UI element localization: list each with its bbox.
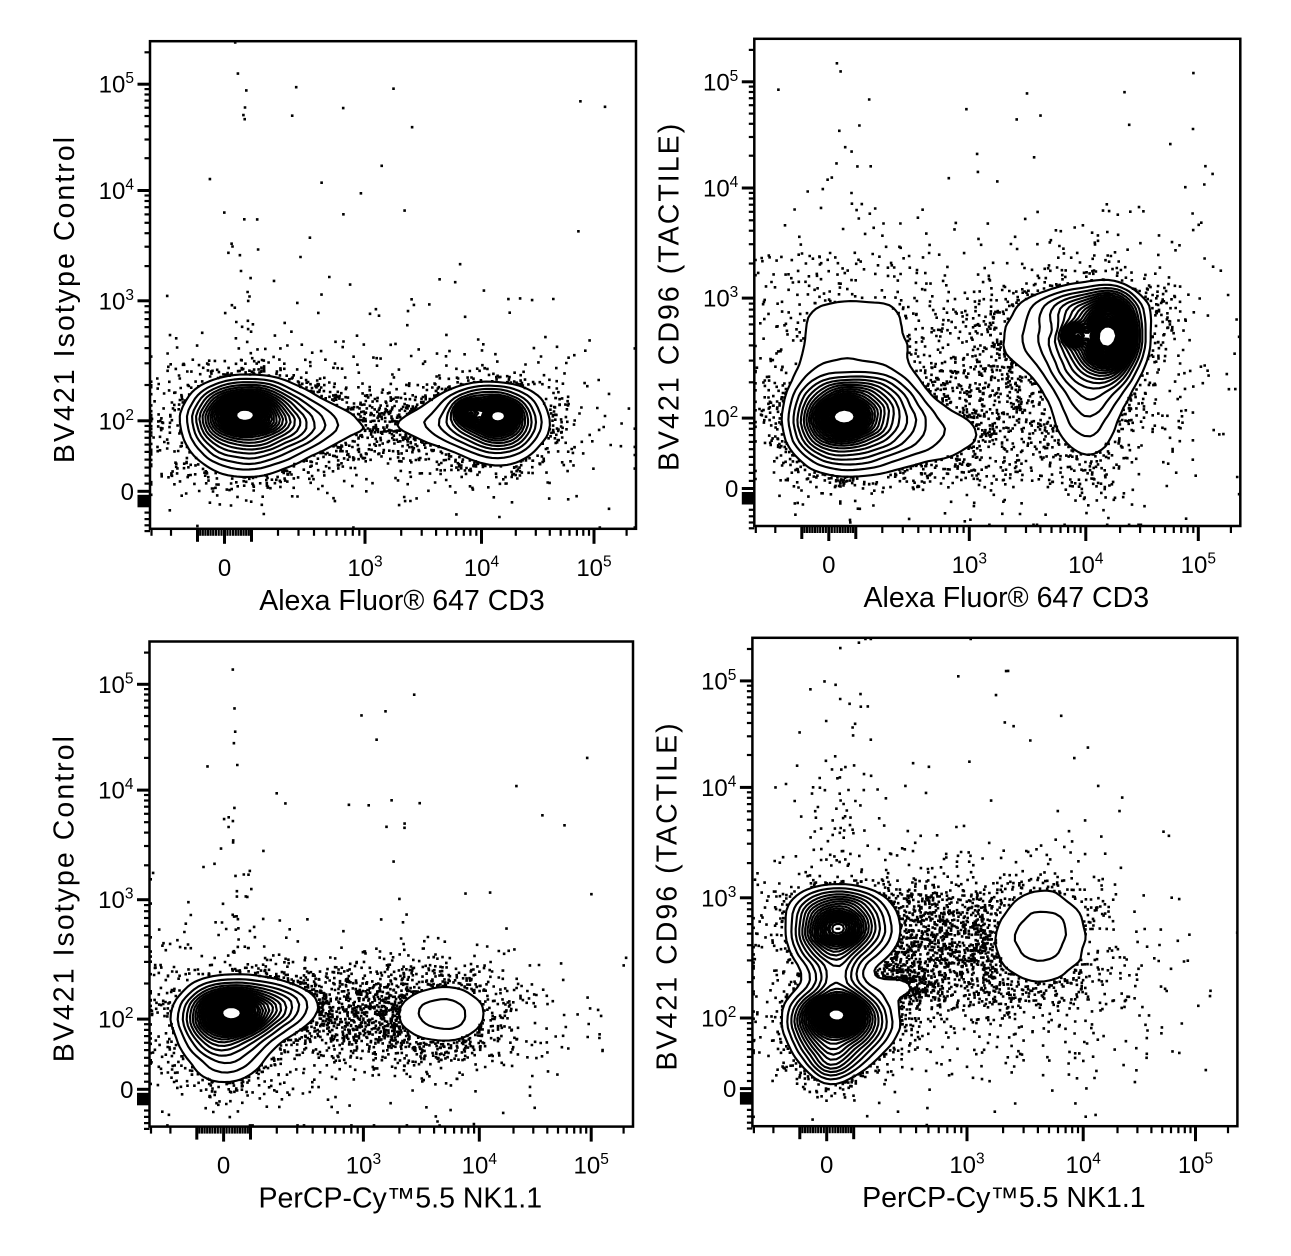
svg-text:0: 0 bbox=[725, 476, 738, 503]
svg-text:0: 0 bbox=[218, 555, 231, 582]
svg-text:0: 0 bbox=[723, 1076, 736, 1103]
svg-text:0: 0 bbox=[120, 1077, 133, 1104]
svg-text:103: 103 bbox=[99, 287, 134, 316]
svg-text:BV421 Isotype Control: BV421 Isotype Control bbox=[49, 734, 81, 1062]
svg-text:0: 0 bbox=[121, 479, 134, 506]
svg-text:Alexa Fluor® 647 CD3: Alexa Fluor® 647 CD3 bbox=[864, 582, 1150, 614]
svg-text:PerCP-Cy™5.5 NK1.1: PerCP-Cy™5.5 NK1.1 bbox=[862, 1182, 1146, 1214]
svg-text:0: 0 bbox=[217, 1153, 230, 1180]
svg-text:BV421 CD96 (TACTILE): BV421 CD96 (TACTILE) bbox=[653, 122, 685, 471]
svg-text:0: 0 bbox=[820, 1152, 833, 1179]
svg-text:PerCP-Cy™5.5 NK1.1: PerCP-Cy™5.5 NK1.1 bbox=[259, 1183, 543, 1215]
svg-text:BV421 CD96 (TACTILE): BV421 CD96 (TACTILE) bbox=[651, 721, 683, 1070]
svg-text:102: 102 bbox=[703, 404, 738, 433]
svg-text:0: 0 bbox=[822, 552, 835, 579]
svg-text:Alexa Fluor® 647 CD3: Alexa Fluor® 647 CD3 bbox=[259, 585, 545, 617]
svg-text:103: 103 bbox=[346, 1151, 381, 1180]
svg-text:BV421 Isotype Control: BV421 Isotype Control bbox=[49, 135, 81, 463]
